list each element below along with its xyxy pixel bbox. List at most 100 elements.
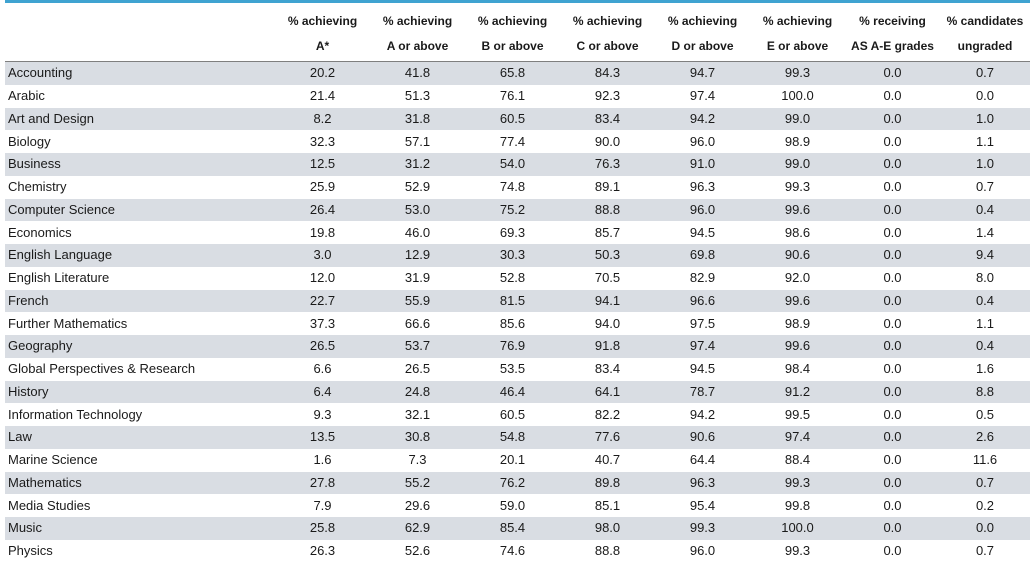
subject-cell: Mathematics (5, 471, 275, 495)
value-cell: 0.0 (940, 84, 1030, 108)
value-cell: 0.0 (845, 335, 940, 358)
value-cell: 74.6 (465, 539, 560, 563)
column-header-4: % achieving C or above (560, 3, 655, 62)
value-cell: 0.7 (940, 471, 1030, 495)
value-cell: 90.6 (655, 426, 750, 449)
value-cell: 62.9 (370, 517, 465, 540)
column-header-line2: C or above (576, 39, 639, 53)
column-header-subject (5, 3, 275, 62)
value-cell: 21.4 (275, 84, 370, 108)
subject-cell: Physics (5, 539, 275, 563)
value-cell: 32.1 (370, 403, 465, 426)
value-cell: 98.9 (750, 130, 845, 153)
column-header-6: % achieving E or above (750, 3, 845, 62)
value-cell: 52.8 (465, 266, 560, 290)
value-cell: 1.1 (940, 312, 1030, 335)
table-row: Media Studies 7.9 29.6 59.0 85.1 95.4 99.8 0.0 0… (5, 494, 1030, 517)
column-header-line1: % achieving (667, 14, 738, 28)
header-row: % achieving A*% achieving A or above% achi… (5, 3, 1030, 62)
value-cell: 0.0 (845, 175, 940, 199)
subject-cell: Further Mathematics (5, 312, 275, 335)
value-cell: 66.6 (370, 312, 465, 335)
value-cell: 0.4 (940, 335, 1030, 358)
value-cell: 97.4 (655, 335, 750, 358)
subject-cell: Economics (5, 221, 275, 244)
table-row: Music 25.8 62.9 85.4 98.0 99.3 100.0 0.0 0.0 (5, 517, 1030, 540)
table-row: Law 13.5 30.8 54.8 77.6 90.6 97.4 0.0 2.6 (5, 426, 1030, 449)
value-cell: 75.2 (465, 198, 560, 222)
value-cell: 53.5 (465, 357, 560, 381)
subject-cell: Art and Design (5, 107, 275, 131)
column-header-line2: E or above (766, 39, 829, 53)
subject-cell: Accounting (5, 61, 275, 85)
value-cell: 98.0 (560, 517, 655, 540)
value-cell: 0.0 (845, 84, 940, 108)
table-row: Art and Design 8.2 31.8 60.5 83.4 94.2 99.0 0.0… (5, 107, 1030, 131)
table-row: Mathematics 27.8 55.2 76.2 89.8 96.3 99.3 0.0 0.… (5, 471, 1030, 495)
value-cell: 83.4 (560, 357, 655, 381)
value-cell: 22.7 (275, 289, 370, 313)
value-cell: 55.2 (370, 471, 465, 495)
value-cell: 78.7 (655, 380, 750, 404)
value-cell: 9.3 (275, 403, 370, 426)
value-cell: 54.8 (465, 426, 560, 449)
table-row: Biology 32.3 57.1 77.4 90.0 96.0 98.9 0.0 1.1 (5, 130, 1030, 153)
table-row: Physics 26.3 52.6 74.6 88.8 96.0 99.3 0.0 0.7 (5, 539, 1030, 563)
column-header-7: % receiving AS A-E grades (845, 3, 940, 62)
column-header-line1: % achieving (477, 14, 548, 28)
value-cell: 29.6 (370, 494, 465, 517)
value-cell: 0.0 (845, 426, 940, 449)
value-cell: 96.0 (655, 130, 750, 153)
table-row: Arabic 21.4 51.3 76.1 92.3 97.4 100.0 0.0 0.0 (5, 84, 1030, 108)
table-row: Chemistry 25.9 52.9 74.8 89.1 96.3 99.3 0.0 0.7 (5, 175, 1030, 199)
value-cell: 0.0 (845, 153, 940, 176)
column-header-8: % candidates ungraded (940, 3, 1030, 62)
table-header: % achieving A*% achieving A or above% achi… (5, 3, 1030, 62)
column-header-line2: D or above (671, 39, 734, 53)
value-cell: 0.0 (845, 130, 940, 153)
column-header-line2 (5, 39, 275, 53)
column-header-1: % achieving A* (275, 3, 370, 62)
subject-cell: Marine Science (5, 448, 275, 472)
subject-cell: Chemistry (5, 175, 275, 199)
value-cell: 82.9 (655, 266, 750, 290)
value-cell: 0.0 (845, 357, 940, 381)
value-cell: 88.8 (560, 198, 655, 222)
value-cell: 1.0 (940, 153, 1030, 176)
value-cell: 0.0 (845, 539, 940, 563)
value-cell: 0.0 (845, 244, 940, 267)
value-cell: 8.2 (275, 107, 370, 131)
column-header-3: % achieving B or above (465, 3, 560, 62)
value-cell: 69.3 (465, 221, 560, 244)
value-cell: 77.6 (560, 426, 655, 449)
table-row: Economics 19.8 46.0 69.3 85.7 94.5 98.6 0.0 1.4 (5, 221, 1030, 244)
value-cell: 40.7 (560, 448, 655, 472)
value-cell: 90.0 (560, 130, 655, 153)
value-cell: 25.8 (275, 517, 370, 540)
value-cell: 0.0 (845, 403, 940, 426)
value-cell: 99.0 (750, 107, 845, 131)
value-cell: 13.5 (275, 426, 370, 449)
value-cell: 76.1 (465, 84, 560, 108)
value-cell: 27.8 (275, 471, 370, 495)
value-cell: 26.5 (275, 335, 370, 358)
value-cell: 31.8 (370, 107, 465, 131)
value-cell: 94.2 (655, 403, 750, 426)
value-cell: 91.8 (560, 335, 655, 358)
value-cell: 7.9 (275, 494, 370, 517)
value-cell: 64.1 (560, 380, 655, 404)
value-cell: 98.6 (750, 221, 845, 244)
value-cell: 55.9 (370, 289, 465, 313)
value-cell: 0.4 (940, 198, 1030, 222)
value-cell: 76.9 (465, 335, 560, 358)
value-cell: 89.8 (560, 471, 655, 495)
value-cell: 69.8 (655, 244, 750, 267)
value-cell: 60.5 (465, 403, 560, 426)
value-cell: 0.0 (845, 61, 940, 85)
value-cell: 0.5 (940, 403, 1030, 426)
column-header-line2: B or above (481, 39, 544, 53)
subject-cell: Computer Science (5, 198, 275, 222)
value-cell: 70.5 (560, 266, 655, 290)
value-cell: 1.6 (275, 448, 370, 472)
value-cell: 97.4 (655, 84, 750, 108)
